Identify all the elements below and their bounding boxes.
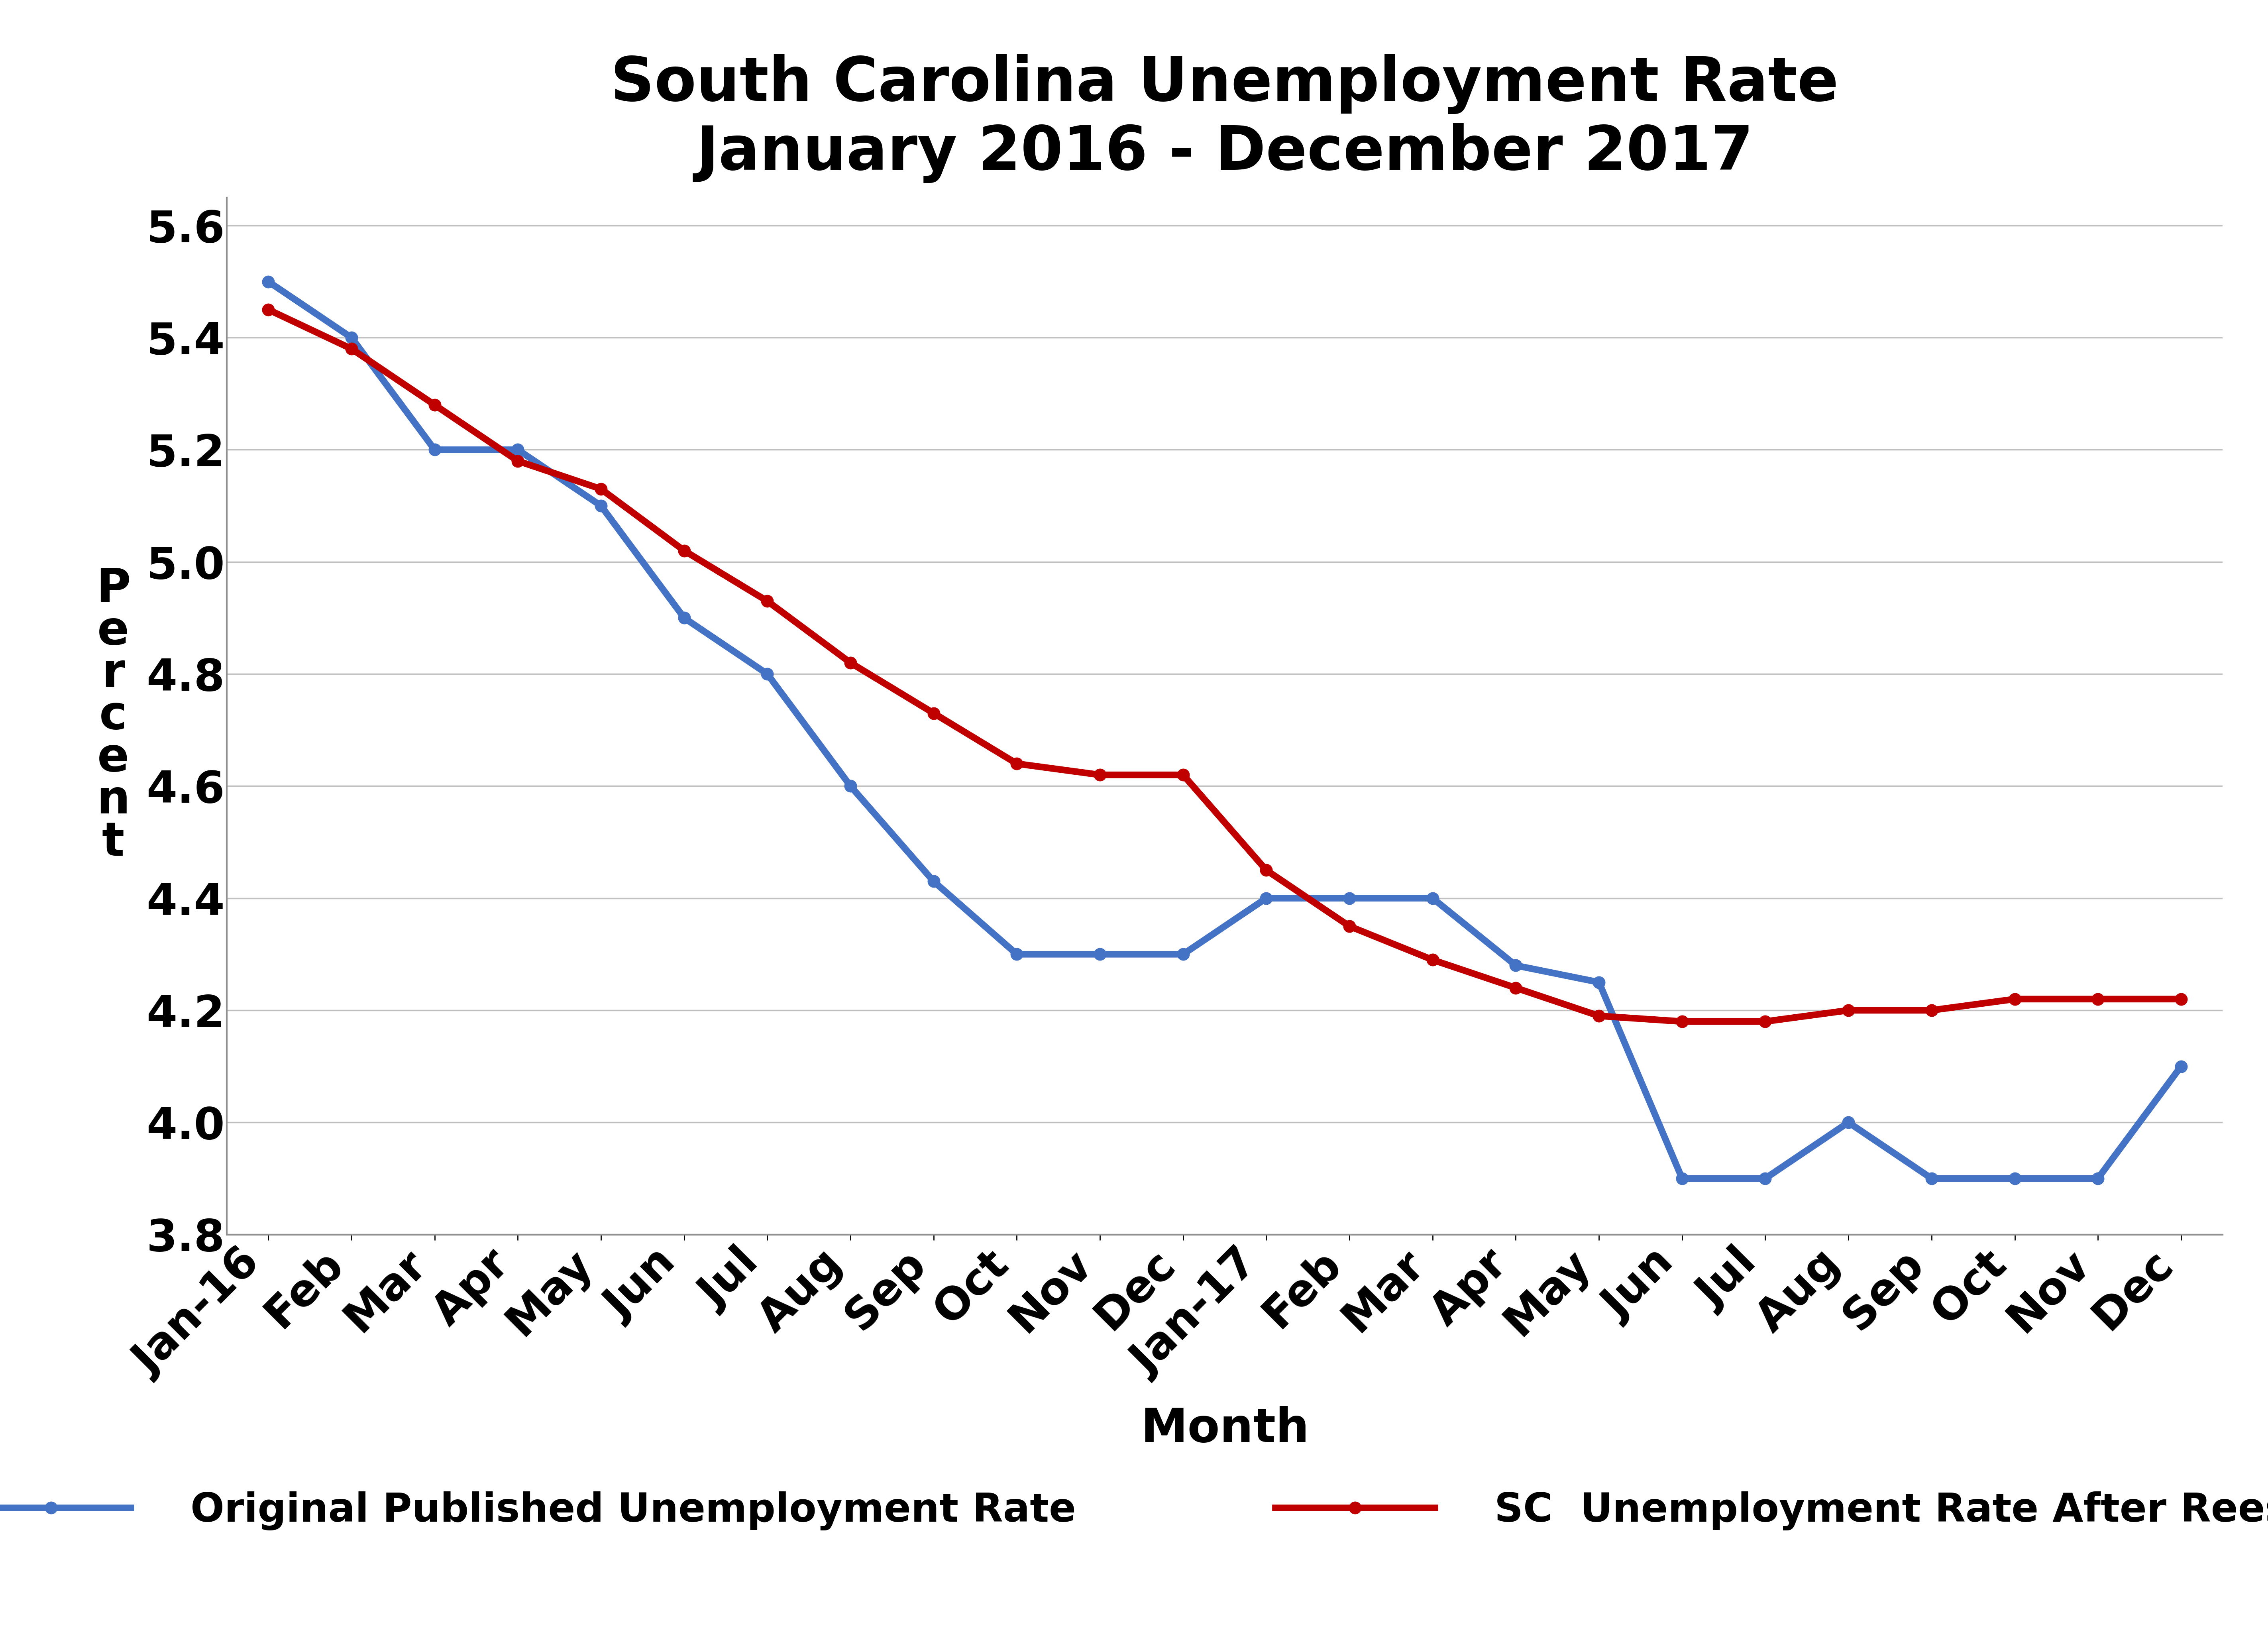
Y-axis label: P
e
r
c
e
n
t: P e r c e n t (95, 566, 132, 866)
Legend: Original Published Unemployment Rate, SC  Unemployment Rate After Reestimation: Original Published Unemployment Rate, SC… (0, 1475, 2268, 1546)
X-axis label: Month: Month (1141, 1406, 1309, 1452)
Title: South Carolina Unemployment Rate
January 2016 - December 2017: South Carolina Unemployment Rate January… (610, 54, 1839, 183)
